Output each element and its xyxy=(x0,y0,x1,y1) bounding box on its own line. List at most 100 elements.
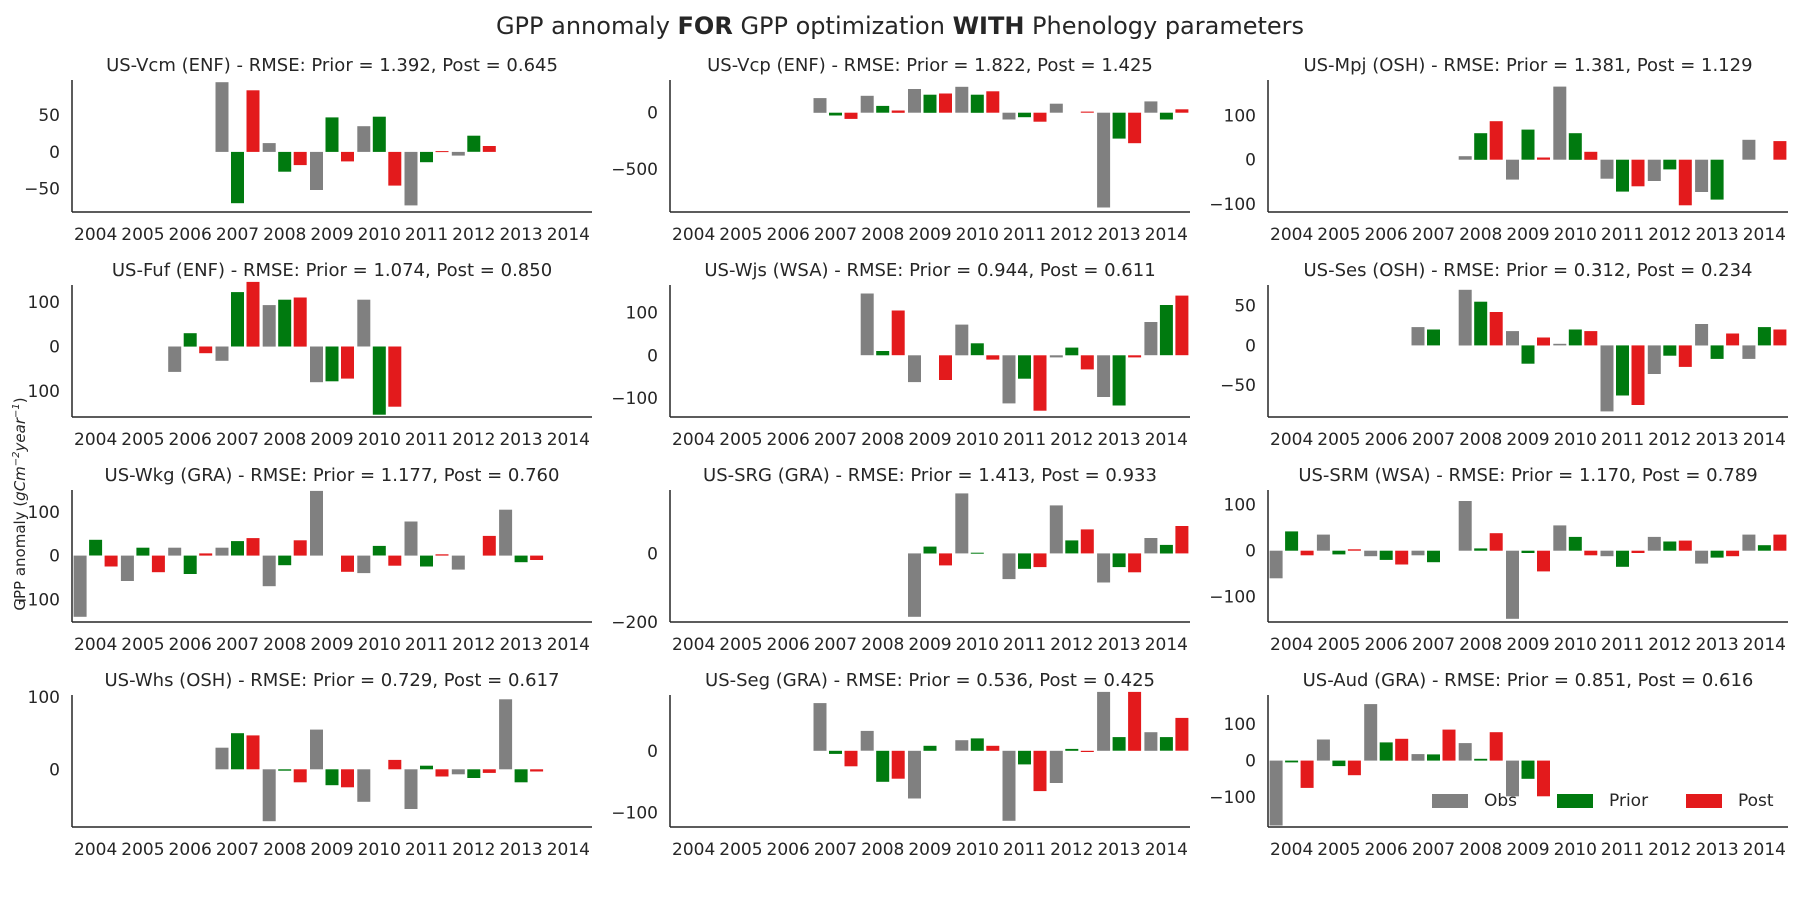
bar-obs xyxy=(1269,760,1283,826)
bar-post xyxy=(199,346,213,354)
subplot-10: US-Whs (OSH) - RMSE: Prior = 0.729, Post… xyxy=(28,670,592,860)
bar-obs xyxy=(1049,505,1063,554)
bar-post xyxy=(1175,526,1189,554)
x-tick-label: 2011 xyxy=(405,840,448,860)
bar-post xyxy=(1489,732,1503,761)
x-tick-label: 2010 xyxy=(956,430,999,450)
bar-obs xyxy=(1600,159,1614,179)
bar-post xyxy=(1726,550,1740,557)
x-tick-label: 2014 xyxy=(1743,840,1786,860)
bar-obs xyxy=(451,151,465,156)
subplot-5: US-Wjs (WSA) - RMSE: Prior = 0.944, Post… xyxy=(611,260,1190,450)
x-tick-label: 2004 xyxy=(74,635,117,655)
y-tick-label: −100 xyxy=(13,590,60,610)
y-tick-label: 100 xyxy=(28,382,60,402)
x-tick-label: 2013 xyxy=(1097,430,1140,450)
subplot-title: US-SRM (WSA) - RMSE: Prior = 1.170, Post… xyxy=(1298,465,1757,486)
bar-obs xyxy=(1506,159,1519,180)
bar-obs xyxy=(404,769,418,809)
bar-obs xyxy=(215,82,229,152)
x-tick-label: 2010 xyxy=(1554,840,1597,860)
bar-post xyxy=(1537,550,1550,572)
bar-post xyxy=(1080,529,1094,554)
bar-prior xyxy=(467,769,481,778)
bar-post xyxy=(341,769,354,788)
bar-obs xyxy=(1647,345,1661,374)
bar-obs xyxy=(1553,343,1567,346)
bar-prior xyxy=(1285,531,1299,551)
y-tick-label: −100 xyxy=(611,804,658,824)
x-tick-label: 2005 xyxy=(121,225,164,245)
x-tick-label: 2004 xyxy=(1270,635,1313,655)
y-tick-label: 50 xyxy=(38,106,60,126)
y-tick-label: 100 xyxy=(28,688,60,708)
x-tick-label: 2010 xyxy=(1554,430,1597,450)
bar-obs xyxy=(499,699,513,770)
subplot-title: US-Mpj (OSH) - RMSE: Prior = 1.381, Post… xyxy=(1303,55,1752,76)
x-tick-label: 2006 xyxy=(1365,635,1408,655)
bar-obs xyxy=(1553,86,1567,160)
x-tick-label: 2006 xyxy=(1365,840,1408,860)
bar-obs xyxy=(1647,536,1661,551)
bar-post xyxy=(1678,540,1692,551)
bar-prior xyxy=(1159,305,1173,356)
bar-post xyxy=(986,355,1000,360)
x-tick-label: 2012 xyxy=(1648,225,1691,245)
bar-obs xyxy=(120,555,134,581)
bar-post xyxy=(388,151,402,186)
bar-prior xyxy=(325,346,339,382)
bar-obs xyxy=(404,151,418,206)
x-tick-label: 2004 xyxy=(672,430,715,450)
legend-label-prior: Prior xyxy=(1609,791,1648,811)
bar-obs xyxy=(1647,159,1661,181)
x-tick-label: 2012 xyxy=(1050,840,1093,860)
x-tick-label: 2004 xyxy=(1270,840,1313,860)
y-tick-label: 0 xyxy=(49,338,60,358)
bar-post xyxy=(388,346,402,407)
x-tick-label: 2010 xyxy=(956,225,999,245)
figure-title-part: GPP optimization xyxy=(732,12,953,40)
bar-obs xyxy=(1458,743,1472,761)
bar-obs xyxy=(1002,553,1016,580)
legend: Obs Prior Post xyxy=(1432,791,1774,811)
x-tick-label: 2007 xyxy=(216,635,259,655)
y-tick-label: 0 xyxy=(1245,752,1256,772)
bar-obs xyxy=(310,490,323,556)
bar-prior xyxy=(923,94,937,113)
x-tick-label: 2004 xyxy=(74,430,117,450)
x-tick-label: 2014 xyxy=(1145,840,1188,860)
x-tick-label: 2008 xyxy=(263,840,306,860)
x-tick-label: 2011 xyxy=(1003,840,1046,860)
x-tick-label: 2014 xyxy=(547,635,590,655)
subplot-12: US-Aud (GRA) - RMSE: Prior = 0.851, Post… xyxy=(1209,670,1788,860)
y-tick-label: 50 xyxy=(1234,297,1256,317)
bar-post xyxy=(293,540,307,556)
bar-obs xyxy=(1411,327,1425,346)
figure-title-part: Phenology parameters xyxy=(1024,12,1305,40)
x-tick-label: 2011 xyxy=(405,430,448,450)
bar-post xyxy=(1489,533,1503,551)
bar-prior xyxy=(1018,112,1031,118)
bar-obs xyxy=(310,151,323,190)
bar-prior xyxy=(1710,159,1724,200)
y-tick-label: 0 xyxy=(49,760,60,780)
bar-post xyxy=(1631,345,1645,405)
bar-prior xyxy=(372,545,386,556)
bar-obs xyxy=(1316,534,1330,551)
bar-obs xyxy=(1506,760,1519,797)
bar-prior xyxy=(514,769,528,783)
x-tick-label: 2012 xyxy=(1050,225,1093,245)
bar-post xyxy=(1584,151,1598,160)
bar-obs xyxy=(451,555,465,570)
bar-post xyxy=(844,112,858,119)
bar-obs xyxy=(1600,345,1614,412)
x-tick-label: 2011 xyxy=(1601,225,1644,245)
bar-post xyxy=(246,281,260,347)
bar-post xyxy=(1033,355,1047,411)
y-tick-label: 0 xyxy=(647,742,658,762)
bar-prior xyxy=(278,555,292,566)
subplot-title: US-Vcp (ENF) - RMSE: Prior = 1.822, Post… xyxy=(707,55,1153,76)
bar-prior xyxy=(1616,550,1629,567)
x-tick-label: 2008 xyxy=(1459,225,1502,245)
